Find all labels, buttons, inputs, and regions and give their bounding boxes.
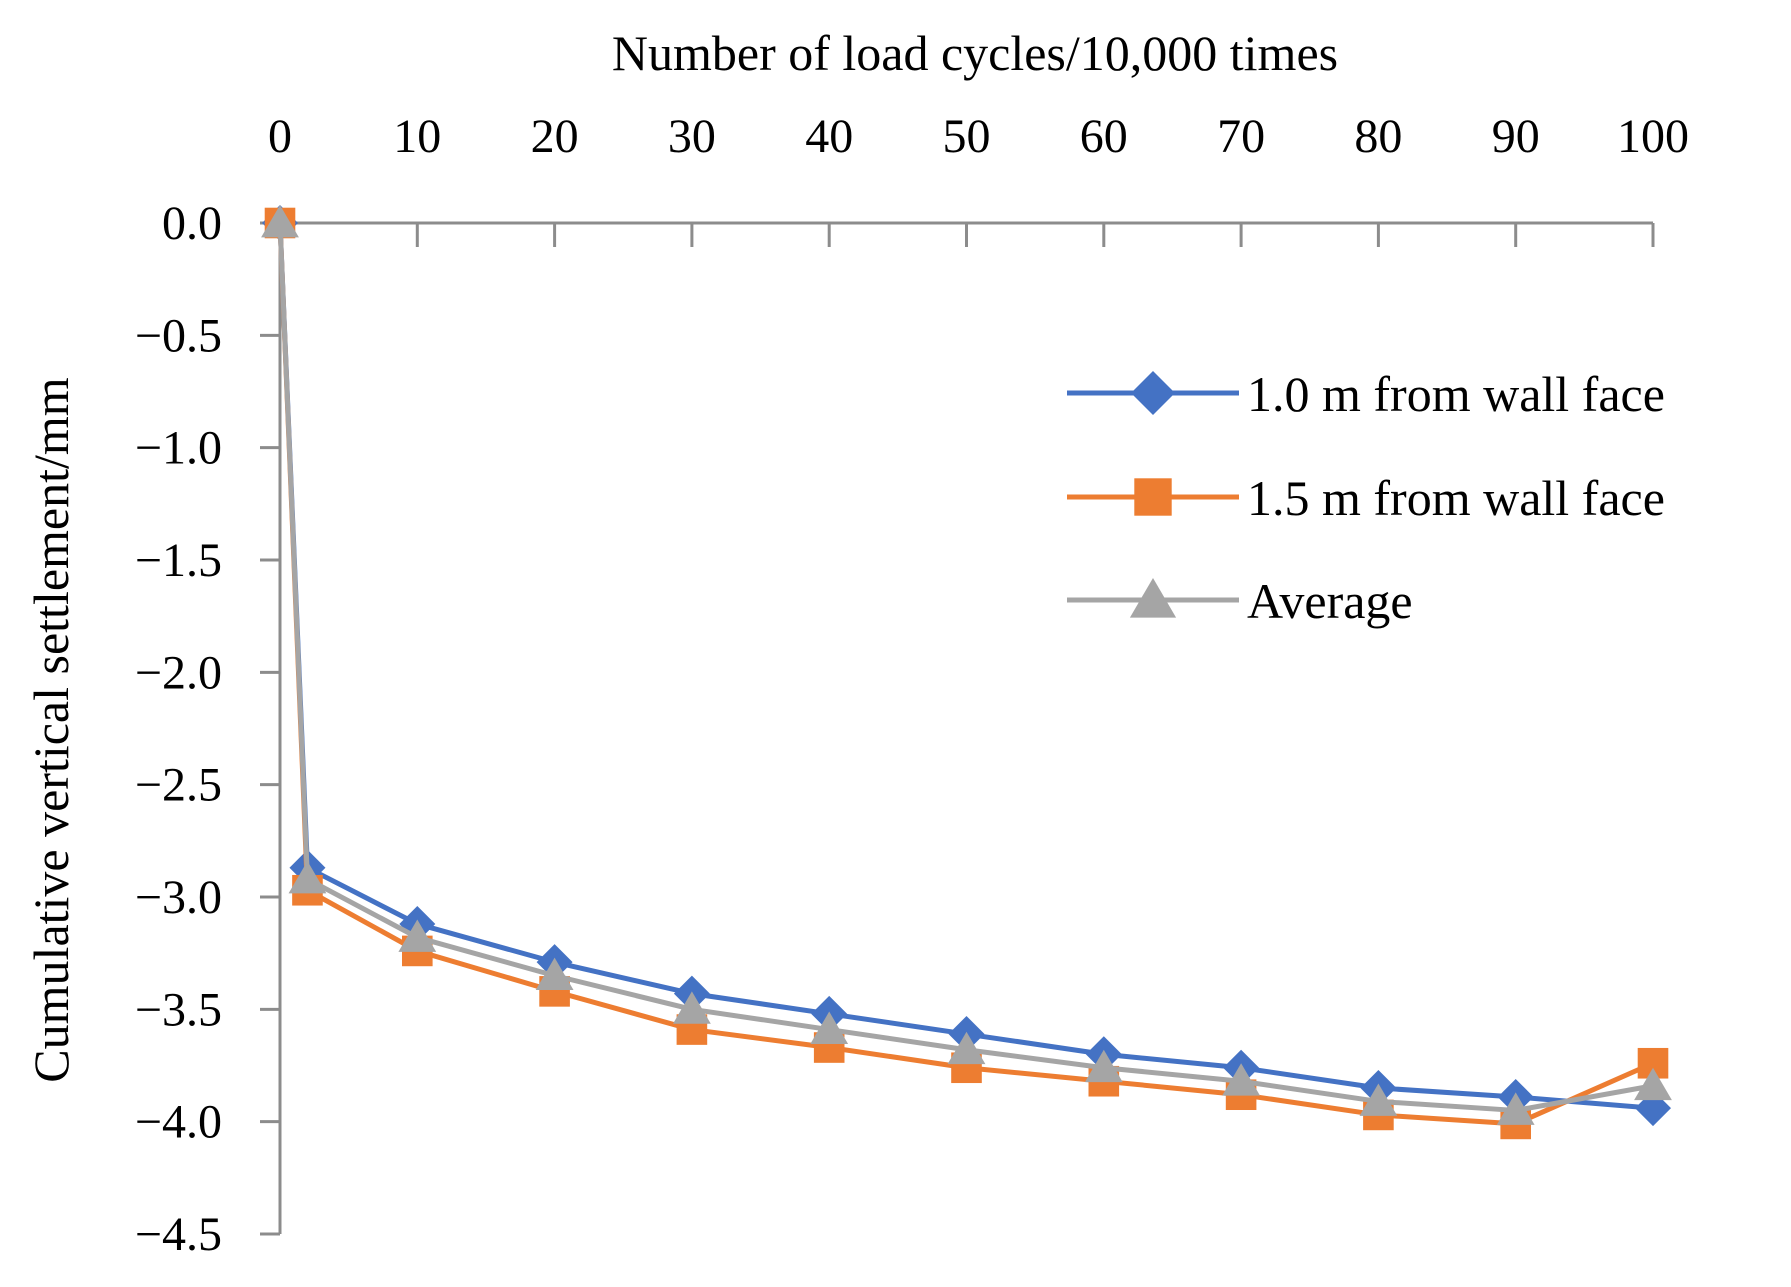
- legend: 1.0 m from wall face 1.5 m from wall face…: [1067, 366, 1665, 629]
- legend-label: 1.0 m from wall face: [1247, 366, 1665, 422]
- legend-label: Average: [1247, 573, 1413, 629]
- legend-swatch-marker: [1134, 478, 1172, 516]
- series-average: [261, 205, 1672, 1125]
- y-tick-label: −4.0: [135, 1096, 222, 1149]
- data-point: [673, 991, 711, 1024]
- y-tick-label: −3.5: [135, 983, 222, 1036]
- legend-item: 1.5 m from wall face: [1067, 470, 1665, 526]
- y-tick-label: −1.0: [135, 422, 222, 475]
- data-point: [1359, 1083, 1398, 1116]
- legend-item: Average: [1067, 573, 1413, 629]
- series-line: [277, 222, 1654, 1111]
- x-tick-label: 40: [805, 110, 853, 163]
- data-point: [1496, 1092, 1535, 1125]
- x-tick-label: 90: [1492, 110, 1540, 163]
- x-tick-label: 30: [668, 110, 716, 163]
- data-point: [1222, 1063, 1260, 1096]
- x-tick-label: 60: [1080, 110, 1128, 163]
- x-tick-label: 50: [943, 110, 991, 163]
- data-point: [947, 1031, 986, 1065]
- x-tick-label: 0: [268, 110, 292, 163]
- y-tick-label: −0.5: [135, 309, 222, 362]
- data-point: [261, 205, 299, 238]
- data-point: [288, 861, 327, 894]
- data-point: [398, 919, 437, 952]
- x-tick-label: 20: [531, 110, 579, 163]
- plot-area: [261, 205, 1672, 1140]
- x-axis-title: Number of load cycles/10,000 times: [612, 25, 1338, 81]
- x-tick-label: 100: [1617, 110, 1689, 163]
- data-point: [535, 957, 574, 991]
- y-tick-label: −1.5: [135, 534, 222, 587]
- series-1-5-m-from-wall-face: [264, 207, 1669, 1140]
- axes: 0 10 20 30 40 50 60 70 80 90 100 0.0 −0.5 −1.0 −1.5 −2.…: [135, 110, 1689, 1261]
- series-line: [277, 222, 1655, 1127]
- data-point: [1084, 1049, 1123, 1083]
- y-tick-label: 0.0: [162, 197, 222, 250]
- series-line: [277, 222, 1654, 1113]
- series-1-0-m-from-wall-face: [262, 205, 1671, 1127]
- legend-swatch-marker: [1131, 371, 1175, 415]
- x-tick-label: 10: [393, 110, 441, 163]
- legend-swatch-marker: [1129, 578, 1177, 618]
- y-tick-label: −3.0: [135, 871, 222, 924]
- y-tick-label: −2.0: [135, 646, 222, 699]
- x-tick-label: 70: [1217, 110, 1265, 163]
- data-point: [810, 1011, 849, 1044]
- legend-label: 1.5 m from wall face: [1247, 470, 1665, 526]
- y-axis-title: Cumulative vertical settlement/mm: [23, 377, 79, 1082]
- x-tick-label: 80: [1354, 110, 1402, 163]
- data-point: [1634, 1067, 1672, 1101]
- legend-item: 1.0 m from wall face: [1067, 366, 1665, 422]
- y-tick-label: −2.5: [135, 759, 222, 812]
- y-tick-label: −4.5: [135, 1208, 222, 1261]
